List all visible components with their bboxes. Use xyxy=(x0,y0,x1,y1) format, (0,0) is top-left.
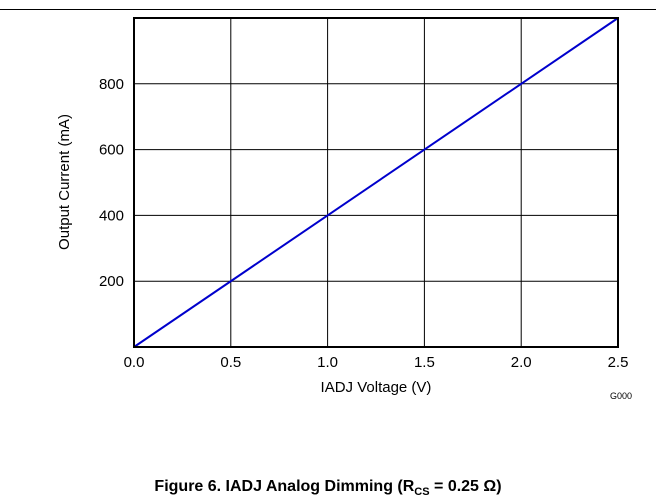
graph-id-label: G000 xyxy=(610,391,632,401)
grid-lines xyxy=(134,18,618,347)
top-rule xyxy=(0,9,656,10)
figure-caption: Figure 6. IADJ Analog Dimming (RCS = 0.2… xyxy=(0,478,656,498)
y-tick-label: 600 xyxy=(99,142,124,159)
caption-subscript: CS xyxy=(414,486,430,499)
series-line xyxy=(133,17,619,348)
caption-suffix: = 0.25 Ω) xyxy=(429,478,502,495)
caption-prefix: Figure 6. IADJ Analog Dimming (R xyxy=(154,478,415,495)
x-tick-label: 0.0 xyxy=(124,354,145,371)
x-tick-label: 1.0 xyxy=(317,354,338,371)
y-axis-label: Output Current (mA) xyxy=(56,114,73,250)
x-tick-label: 2.5 xyxy=(608,354,629,371)
x-tick-label: 2.0 xyxy=(511,354,532,371)
x-tick-label: 0.5 xyxy=(220,354,241,371)
y-tick-label: 400 xyxy=(99,207,124,224)
x-tick-labels: 0.0 0.5 1.0 1.5 2.0 2.5 xyxy=(124,354,629,371)
series-group xyxy=(133,17,619,348)
y-tick-label: 200 xyxy=(99,273,124,290)
x-axis-label: IADJ Voltage (V) xyxy=(321,379,432,396)
plot-frame xyxy=(133,17,619,348)
y-tick-labels: 200 400 600 800 xyxy=(99,76,124,290)
y-tick-label: 800 xyxy=(99,76,124,93)
x-tick-label: 1.5 xyxy=(414,354,435,371)
